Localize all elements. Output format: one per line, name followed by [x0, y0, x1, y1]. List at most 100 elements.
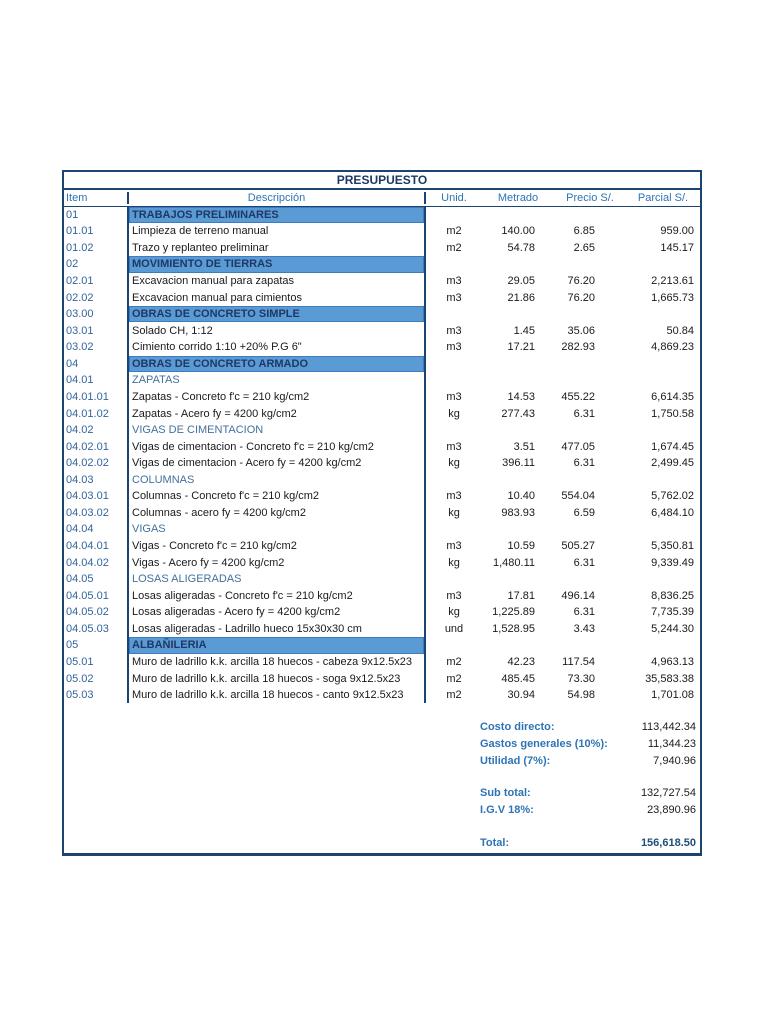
row-description: Losas aligeradas - Concreto f'c = 210 kg…	[129, 587, 426, 604]
summary-label: Costo directo:	[480, 721, 555, 733]
table-row: 02.01 Excavacion manual para zapatas m3 29.…	[64, 272, 700, 290]
row-metrado: 10.40	[507, 490, 535, 503]
summary-row: Sub total: 132,727.54	[480, 785, 696, 802]
row-metrado: 21.86	[507, 291, 535, 304]
table-row: 04.03 COLUMNAS	[64, 471, 700, 489]
row-item-code: 05.02	[64, 670, 129, 687]
col-header-item: Item	[64, 191, 129, 204]
table-row: 05.01 Muro de ladrillo k.k. arcilla 18 hu…	[64, 653, 700, 671]
row-metrado: 17.81	[507, 589, 535, 602]
table-row: 04.02.01 Vigas de cimentacion - Concreto …	[64, 438, 700, 455]
row-description: Columnas - Concreto f'c = 210 kg/cm2	[129, 488, 426, 505]
row-description: Excavacion manual para cimientos	[129, 289, 426, 306]
row-unit: m3	[446, 540, 462, 553]
col-header-unid: Unid.	[441, 191, 467, 204]
row-precio: 505.27	[561, 540, 595, 553]
row-item-code: 04.03.01	[64, 488, 129, 505]
row-precio: 3.43	[573, 622, 595, 635]
table-row: 04.05.02 Losas aligeradas - Acero fy = 42…	[64, 604, 700, 621]
row-parcial: 7,735.39	[651, 606, 694, 619]
summary-row-total: Total: 156,618.50	[480, 835, 696, 852]
summary-label: I.G.V 18%:	[480, 804, 534, 816]
row-precio: 6.85	[573, 225, 595, 238]
budget-table: PRESUPUESTO Item Descripción Unid. Metra…	[62, 170, 702, 856]
row-unit: m3	[446, 490, 462, 503]
row-precio: 477.05	[561, 440, 595, 453]
row-description: TRABAJOS PRELIMINARES	[129, 206, 426, 224]
table-row: 04.05.01 Losas aligeradas - Concreto f'c …	[64, 587, 700, 604]
row-parcial: 50.84	[666, 324, 694, 337]
col-header-desc: Descripción	[129, 191, 426, 204]
row-unit: m3	[446, 275, 462, 288]
table-row: 03.02 Cimiento corrido 1:10 +20% P.G 6" m3…	[64, 339, 700, 356]
row-description: VIGAS DE CIMENTACION	[129, 421, 426, 439]
row-metrado: 1,225.89	[492, 606, 535, 619]
table-row: 01.01 Limpieza de terreno manual m2 140.00 6…	[64, 223, 700, 240]
table-row: 04.02 VIGAS DE CIMENTACION	[64, 421, 700, 439]
row-metrado: 277.43	[501, 407, 535, 420]
row-description: Vigas - Concreto f'c = 210 kg/cm2	[129, 537, 426, 555]
row-parcial: 1,701.08	[651, 689, 694, 702]
row-parcial: 2,213.61	[651, 275, 694, 288]
row-item-code: 04.01.01	[64, 388, 129, 406]
row-item-code: 04.03.02	[64, 504, 129, 522]
row-item-code: 04.05.02	[64, 604, 129, 621]
row-metrado: 1.45	[513, 324, 535, 337]
row-description: Vigas de cimentacion - Acero fy = 4200 k…	[129, 454, 426, 472]
row-metrado: 140.00	[501, 225, 535, 238]
table-row: 05.02 Muro de ladrillo k.k. arcilla 18 hu…	[64, 670, 700, 687]
row-unit: kg	[448, 556, 460, 569]
row-parcial: 4,869.23	[651, 341, 694, 354]
table-row: 04.04.01 Vigas - Concreto f'c = 210 kg/cm…	[64, 537, 700, 555]
row-unit: m3	[446, 291, 462, 304]
summary-row: Gastos generales (10%): 11,344.23	[480, 736, 696, 753]
table-row: 01.02 Trazo y replanteo preliminar m2 54.78…	[64, 239, 700, 257]
table-row: 02 MOVIMIENTO DE TIERRAS	[64, 256, 700, 273]
row-description: Vigas - Acero fy = 4200 kg/cm2	[129, 554, 426, 571]
row-precio: 554.04	[561, 490, 595, 503]
row-precio: 73.30	[567, 672, 595, 685]
row-description: Muro de ladrillo k.k. arcilla 18 huecos …	[129, 686, 426, 704]
summary-section: Costo directo: 113,442.34 Gastos generales…	[64, 704, 700, 854]
row-unit: kg	[448, 506, 460, 519]
row-unit: m3	[446, 440, 462, 453]
row-parcial: 4,963.13	[651, 655, 694, 668]
col-header-metrado: Metrado	[497, 191, 539, 204]
row-parcial: 6,484.10	[651, 506, 694, 519]
row-precio: 6.31	[573, 457, 595, 470]
table-header: Item Descripción Unid. Metrado Precio S/…	[64, 190, 700, 207]
table-row: 02.02 Excavacion manual para cimientos m3 2…	[64, 289, 700, 306]
row-item-code: 03.01	[64, 322, 129, 339]
col-header-precio: Precio S/.	[566, 191, 614, 204]
row-description: COLUMNAS	[129, 471, 426, 489]
row-parcial: 2,499.45	[651, 457, 694, 470]
row-unit: m3	[446, 324, 462, 337]
row-metrado: 1,480.11	[492, 556, 535, 569]
table-row: 03.00 OBRAS DE CONCRETO SIMPLE	[64, 305, 700, 323]
table-row: 04.03.02 Columnas - acero fy = 4200 kg/cm…	[64, 504, 700, 522]
row-metrado: 29.05	[507, 275, 535, 288]
row-description: Losas aligeradas - Acero fy = 4200 kg/cm…	[129, 604, 426, 621]
table-row: 04.04 VIGAS	[64, 521, 700, 538]
row-description: Trazo y replanteo preliminar	[129, 239, 426, 257]
row-metrado: 1,528.95	[492, 622, 535, 635]
row-unit: m2	[446, 672, 462, 685]
table-row: 05 ALBAÑILERIA	[64, 637, 700, 654]
row-unit: m3	[446, 589, 462, 602]
row-parcial: 5,244.30	[651, 622, 694, 635]
row-parcial: 8,836.25	[651, 589, 694, 602]
row-description: Muro de ladrillo k.k. arcilla 18 huecos …	[129, 653, 426, 671]
row-item-code: 01.01	[64, 223, 129, 240]
table-row: 04.01 ZAPATAS	[64, 372, 700, 389]
row-item-code: 02.02	[64, 289, 129, 306]
row-unit: m2	[446, 225, 462, 238]
row-item-code: 04.01.02	[64, 405, 129, 422]
summary-value: 23,890.96	[647, 804, 696, 816]
row-unit: m2	[446, 655, 462, 668]
row-unit: und	[444, 622, 464, 635]
row-precio: 2.65	[573, 241, 595, 254]
row-description: Cimiento corrido 1:10 +20% P.G 6"	[129, 339, 426, 356]
row-description: OBRAS DE CONCRETO SIMPLE	[129, 305, 426, 323]
row-metrado: 983.93	[501, 506, 535, 519]
table-row: 04 OBRAS DE CONCRETO ARMADO	[64, 355, 700, 373]
